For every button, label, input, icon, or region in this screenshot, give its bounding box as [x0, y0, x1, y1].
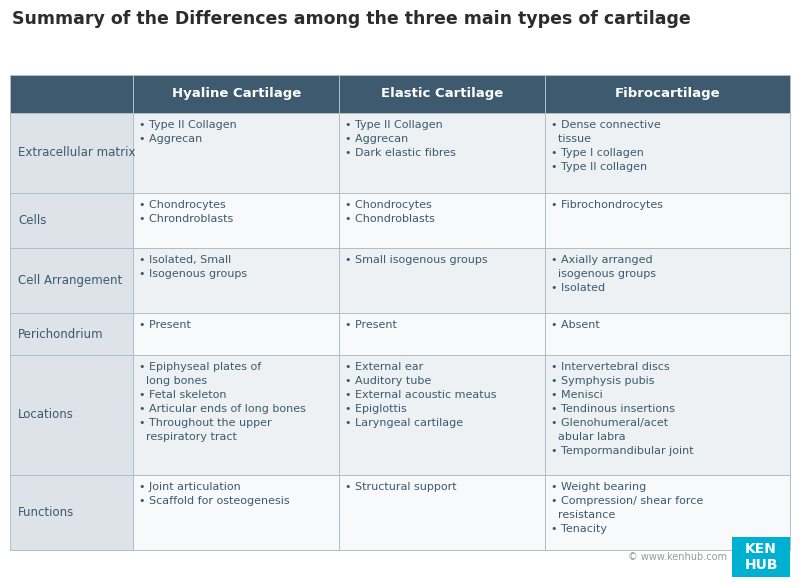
Bar: [339, 475, 545, 550]
Bar: [134, 475, 339, 550]
Bar: [732, 537, 790, 577]
Text: Extracellular matrix: Extracellular matrix: [18, 146, 135, 160]
Bar: [10, 248, 134, 313]
Text: Summary of the Differences among the three main types of cartilage: Summary of the Differences among the thr…: [12, 10, 690, 28]
Text: • Epiphyseal plates of
  long bones
• Fetal skeleton
• Articular ends of long bo: • Epiphyseal plates of long bones • Feta…: [139, 362, 306, 442]
Text: • Axially arranged
  isogenous groups
• Isolated: • Axially arranged isogenous groups • Is…: [551, 255, 656, 293]
Bar: [339, 113, 545, 193]
Bar: [339, 355, 545, 475]
Text: • Present: • Present: [345, 320, 397, 330]
Bar: [545, 113, 790, 193]
Bar: [339, 193, 545, 248]
Bar: [10, 113, 134, 193]
Bar: [10, 475, 134, 550]
Bar: [134, 355, 339, 475]
Text: Fibrocartilage: Fibrocartilage: [614, 88, 720, 101]
Bar: [545, 75, 790, 113]
Bar: [545, 475, 790, 550]
Text: • Type II Collagen
• Aggrecan: • Type II Collagen • Aggrecan: [139, 120, 237, 144]
Text: • Chondrocytes
• Chrondroblasts: • Chondrocytes • Chrondroblasts: [139, 200, 234, 224]
Text: Cell Arrangement: Cell Arrangement: [18, 274, 122, 287]
Bar: [545, 193, 790, 248]
Bar: [545, 355, 790, 475]
Text: • Intervertebral discs
• Symphysis pubis
• Menisci
• Tendinous insertions
• Glen: • Intervertebral discs • Symphysis pubis…: [551, 362, 694, 456]
Bar: [10, 355, 134, 475]
Bar: [10, 75, 134, 113]
Text: Hyaline Cartilage: Hyaline Cartilage: [171, 88, 301, 101]
Bar: [134, 113, 339, 193]
Text: Functions: Functions: [18, 506, 74, 519]
Bar: [339, 248, 545, 313]
Bar: [10, 313, 134, 355]
Text: • Dense connective
  tissue
• Type I collagen
• Type II collagen: • Dense connective tissue • Type I colla…: [551, 120, 661, 172]
Bar: [339, 75, 545, 113]
Text: • Small isogenous groups: • Small isogenous groups: [345, 255, 488, 265]
Text: Perichondrium: Perichondrium: [18, 328, 104, 340]
Text: • Joint articulation
• Scaffold for osteogenesis: • Joint articulation • Scaffold for oste…: [139, 482, 290, 506]
Bar: [545, 313, 790, 355]
Bar: [134, 248, 339, 313]
Text: • Fibrochondrocytes: • Fibrochondrocytes: [551, 200, 663, 210]
Text: • Structural support: • Structural support: [345, 482, 457, 492]
Bar: [134, 75, 339, 113]
Bar: [339, 313, 545, 355]
Text: • Weight bearing
• Compression/ shear force
  resistance
• Tenacity: • Weight bearing • Compression/ shear fo…: [551, 482, 703, 534]
Text: Locations: Locations: [18, 408, 74, 422]
Text: • Chondrocytes
• Chondroblasts: • Chondrocytes • Chondroblasts: [345, 200, 435, 224]
Text: • Absent: • Absent: [551, 320, 600, 330]
Bar: [10, 193, 134, 248]
Text: Elastic Cartilage: Elastic Cartilage: [381, 88, 503, 101]
Bar: [134, 313, 339, 355]
Text: • External ear
• Auditory tube
• External acoustic meatus
• Epiglottis
• Larynge: • External ear • Auditory tube • Externa…: [345, 362, 497, 428]
Bar: [134, 193, 339, 248]
Text: • Isolated, Small
• Isogenous groups: • Isolated, Small • Isogenous groups: [139, 255, 247, 279]
Text: Cells: Cells: [18, 214, 46, 227]
Bar: [545, 248, 790, 313]
Text: KEN
HUB: KEN HUB: [744, 542, 778, 572]
Text: © www.kenhub.com: © www.kenhub.com: [628, 552, 727, 562]
Text: • Present: • Present: [139, 320, 191, 330]
Text: • Type II Collagen
• Aggrecan
• Dark elastic fibres: • Type II Collagen • Aggrecan • Dark ela…: [345, 120, 456, 158]
